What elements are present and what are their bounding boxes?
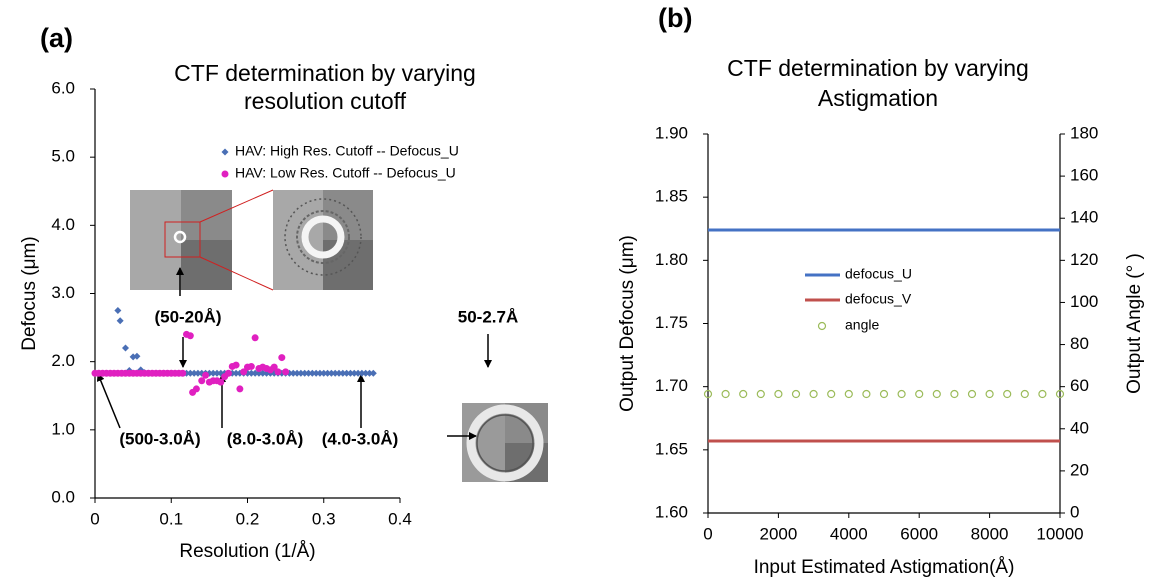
annotation: (500-3.0Å) [119,429,200,448]
y-tick-label: 6.0 [51,78,75,97]
x-tick-label: 0.3 [312,509,336,528]
annotation-arrows [98,268,488,436]
chart-title: Astigmation [818,85,938,111]
x-tick-label: 0.4 [388,509,412,528]
y2-tick-label: 100 [1070,292,1098,311]
point [282,368,289,375]
point [810,391,817,398]
y2-tick-label: 180 [1070,123,1098,142]
panel-label: (a) [40,23,73,53]
x-tick-label: 10000 [1036,524,1083,543]
annotation: (8.0-3.0Å) [227,429,304,448]
point [179,370,186,377]
x-tick-label: 0.1 [159,509,183,528]
y-tick-label: 2.0 [51,351,75,370]
y-tick-label: 1.0 [51,419,75,438]
legend-marker [819,323,826,330]
y-tick-label: 1.65 [655,439,688,458]
figure: (a)CTF determination by varyingresolutio… [0,0,1157,588]
legend-label: defocus_V [845,291,912,307]
point [863,391,870,398]
y2-tick-label: 60 [1070,376,1089,395]
x-tick-label: 8000 [971,524,1009,543]
x-tick-label: 4000 [830,524,868,543]
y-tick-label: 1.70 [655,376,688,395]
legend-label: angle [845,317,879,333]
point [951,391,958,398]
point [845,391,852,398]
x-axis-title: Resolution (1/Å) [179,541,315,562]
point [881,391,888,398]
x-tick-label: 6000 [900,524,938,543]
point [275,368,282,375]
y-tick-label: 3.0 [51,283,75,302]
y-tick-label: 5.0 [51,147,75,166]
point [193,385,200,392]
point [986,391,993,398]
point [775,391,782,398]
annotation: (50-20Å) [154,307,221,326]
legend-label: defocus_U [845,266,912,282]
x-tick-label: 2000 [759,524,797,543]
point [916,391,923,398]
y-tick-label: 0.0 [51,487,75,506]
point [933,391,940,398]
point [114,307,121,314]
x-tick-label: 0 [703,524,712,543]
point [202,372,209,379]
x-axis-title: Input Estimated Astigmation(Å) [754,557,1015,578]
point [1004,391,1011,398]
y2-axis-title: Output Angle (° ) [1124,253,1145,394]
legend-marker [222,149,229,156]
point [370,370,377,377]
point [740,391,747,398]
y2-tick-label: 20 [1070,460,1089,479]
legend-label: HAV: High Res. Cutoff -- Defocus_U [235,143,459,159]
point [828,391,835,398]
y-tick-label: 4.0 [51,215,75,234]
y2-tick-label: 80 [1070,334,1089,353]
panel-label: (b) [658,3,692,33]
y2-tick-label: 160 [1070,166,1098,185]
y2-tick-label: 0 [1070,502,1079,521]
point [898,391,905,398]
y-tick-label: 1.85 [655,187,688,206]
point [757,391,764,398]
annotation: 50-2.7Å [458,307,518,326]
y-axis-title: Output Defocus (μm) [617,235,638,412]
y-tick-label: 1.90 [655,123,688,142]
y-tick-label: 1.60 [655,502,688,521]
point [122,345,129,352]
point [236,385,243,392]
point [187,332,194,339]
point [793,391,800,398]
y2-tick-label: 140 [1070,208,1098,227]
point [117,317,124,324]
x-tick-label: 0.2 [236,509,260,528]
point [248,363,255,370]
point [969,391,976,398]
y-tick-label: 1.75 [655,313,688,332]
annotation: (4.0-3.0Å) [322,429,399,448]
point [252,334,259,341]
legend-label: HAV: Low Res. Cutoff -- Defocus_U [235,165,456,181]
chart-title: CTF determination by varying [727,55,1029,81]
chart-title: CTF determination by varying [174,60,476,86]
legend-marker [222,171,229,178]
point [233,362,240,369]
y-axis-title: Defocus (μm) [19,236,40,350]
point [1039,391,1046,398]
y2-tick-label: 40 [1070,418,1089,437]
point [1021,391,1028,398]
point [225,370,232,377]
chart-title: resolution cutoff [244,88,407,114]
x-tick-label: 0 [90,509,99,528]
y2-tick-label: 120 [1070,250,1098,269]
y-tick-label: 1.80 [655,250,688,269]
point [278,354,285,361]
point [722,391,729,398]
